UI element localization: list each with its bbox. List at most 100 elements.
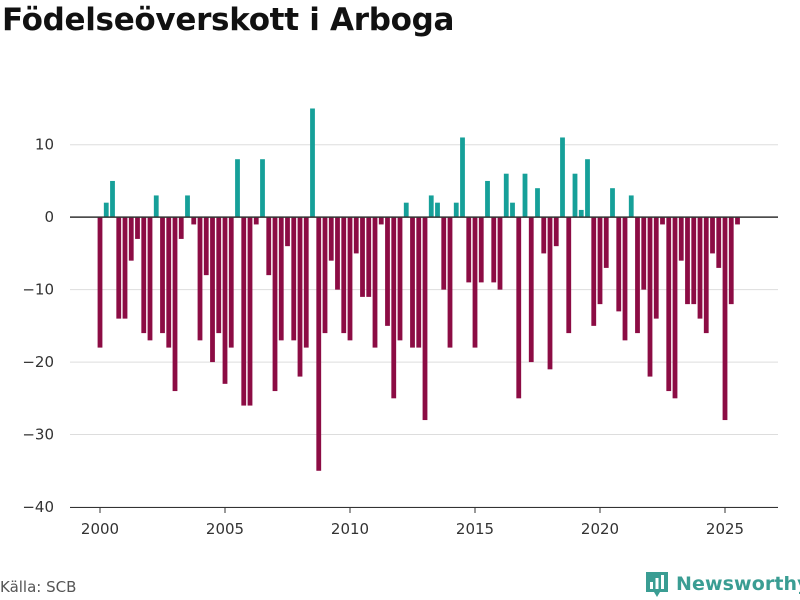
bar: [341, 217, 347, 334]
brand[interactable]: Newsworthy: [644, 568, 800, 600]
bar: [497, 217, 503, 290]
bar: [391, 217, 397, 399]
bar: [616, 217, 622, 312]
bar: [660, 217, 665, 225]
x-tick-label: 2025: [706, 520, 744, 538]
y-tick-label: −20: [22, 353, 54, 371]
bar: [97, 217, 103, 348]
bar: [597, 217, 603, 305]
bar: [591, 217, 597, 326]
bar: [241, 217, 247, 406]
bar: [128, 217, 134, 261]
bar: [210, 217, 215, 363]
bars: [97, 108, 740, 471]
bar: [641, 217, 647, 290]
bar: [110, 180, 115, 218]
bar: [178, 217, 184, 239]
x-tick-label: 2020: [581, 520, 619, 538]
bar: [285, 217, 290, 247]
bar: [516, 217, 522, 399]
bar: [322, 217, 328, 334]
bar: [141, 217, 147, 334]
bar: [247, 217, 253, 406]
x-tick-label: 2000: [81, 520, 119, 538]
bar: [572, 173, 578, 218]
bar: [722, 217, 728, 421]
bar: [728, 217, 734, 305]
bar: [603, 217, 609, 268]
bar: [735, 217, 740, 225]
bar: [697, 217, 703, 319]
bar: [278, 217, 284, 341]
bar: [185, 195, 190, 218]
bar: [172, 217, 178, 392]
bar: [691, 217, 697, 305]
bar: [378, 217, 384, 225]
bar: [560, 137, 565, 218]
brand-name: Newsworthy: [676, 573, 800, 595]
bar: [291, 217, 297, 341]
bar: [622, 217, 628, 341]
bar: [335, 217, 340, 290]
bar: [710, 217, 715, 254]
newsworthy-bar-chart-icon: [646, 572, 668, 597]
bar: [653, 217, 659, 319]
bar: [328, 217, 334, 261]
bar: [503, 173, 509, 218]
bar: [672, 217, 678, 399]
bar: [310, 108, 315, 218]
bar: [441, 217, 447, 290]
bar: [578, 209, 584, 218]
bar: [478, 217, 484, 283]
bar: [428, 195, 434, 218]
bar: [385, 217, 390, 326]
bar: [260, 159, 265, 218]
bar: [360, 217, 365, 297]
y-tick-label: −30: [22, 426, 54, 444]
bar: [422, 217, 428, 421]
bar: [628, 195, 634, 218]
bar: [647, 217, 653, 377]
bar: [485, 180, 490, 218]
bar: [716, 217, 722, 268]
bar: [228, 217, 234, 348]
bar: [153, 195, 159, 218]
y-tick-label: 10: [35, 136, 54, 154]
bar: [491, 217, 497, 283]
bar: [678, 217, 684, 261]
bar: [353, 217, 359, 254]
bar: [610, 188, 615, 218]
bar: [410, 217, 415, 348]
bar: [703, 217, 709, 334]
bar: [203, 217, 209, 276]
bar: [566, 217, 572, 334]
bar: [397, 217, 403, 341]
y-tick-label: −40: [22, 498, 54, 516]
bar: [541, 217, 547, 254]
chart-title: Födelseöverskott i Arboga: [2, 2, 455, 38]
x-tick-label: 2015: [456, 520, 494, 538]
bar: [222, 217, 228, 384]
bar: [372, 217, 378, 348]
source-note: Källa: SCB: [0, 578, 77, 596]
bar: [347, 217, 353, 341]
bar: [435, 202, 440, 218]
bar: [585, 159, 590, 218]
bar: [528, 217, 534, 363]
bar: [466, 217, 472, 283]
bar: [403, 202, 409, 218]
y-tick-label: −10: [22, 281, 54, 299]
bar: [460, 137, 465, 218]
bar: [416, 217, 422, 348]
bar: [547, 217, 553, 370]
x-tick-label: 2005: [206, 520, 244, 538]
bar: [453, 202, 459, 218]
bar: [447, 217, 453, 348]
bar: [191, 217, 197, 225]
bar: [116, 217, 122, 319]
bar: [635, 217, 640, 334]
bar-chart: −40 −30 −20 −10 0 10 2000 2005 2010 2015 2020 2025: [22, 108, 778, 538]
bar: [122, 217, 128, 319]
bar: [666, 217, 672, 392]
bar: [510, 202, 515, 218]
